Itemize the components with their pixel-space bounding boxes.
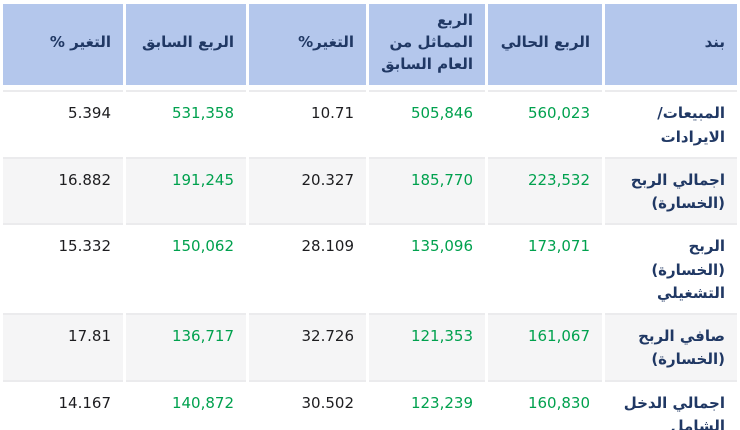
cell-change-yoy: 10.71 — [249, 90, 366, 157]
cell-previous-quarter: 531,358 — [126, 90, 246, 157]
column-header-change-qoq: التغير % — [3, 4, 123, 91]
column-header-previous-quarter: الربع السابق — [126, 4, 246, 91]
column-header-same-quarter-prev-year: الربع المماثل من العام السابق — [369, 4, 485, 91]
cell-previous-quarter: 140,872 — [126, 379, 246, 430]
cell-same-quarter-prev: 505,846 — [369, 90, 485, 157]
column-header-change-yoy: التغير% — [249, 4, 366, 91]
table-row: المبيعات/ الايرادات 560,023 505,846 10.7… — [3, 90, 737, 157]
cell-same-quarter-prev: 185,770 — [369, 156, 485, 224]
cell-same-quarter-prev: 121,353 — [369, 313, 485, 380]
table-row: الربح (الخسارة) التشغيلي 173,071 135,096… — [3, 223, 737, 313]
cell-current-quarter: 173,071 — [488, 223, 602, 313]
cell-item: المبيعات/ الايرادات — [605, 90, 737, 157]
table-row: اجمالي الربح (الخسارة) 223,532 185,770 2… — [3, 156, 737, 224]
table-row: اجمالي الدخل الشامل 160,830 123,239 30.5… — [3, 379, 737, 430]
cell-change-yoy: 20.327 — [249, 156, 366, 224]
cell-previous-quarter: 191,245 — [126, 156, 246, 224]
cell-change-qoq: 15.332 — [3, 223, 123, 313]
cell-same-quarter-prev: 123,239 — [369, 379, 485, 430]
cell-change-qoq: 14.167 — [3, 379, 123, 430]
cell-same-quarter-prev: 135,096 — [369, 223, 485, 313]
quarterly-results-table: بند الربع الحالي الربع المماثل من العام … — [0, 4, 740, 430]
cell-item: اجمالي الدخل الشامل — [605, 379, 737, 430]
cell-change-yoy: 30.502 — [249, 379, 366, 430]
table-header-row: بند الربع الحالي الربع المماثل من العام … — [3, 4, 737, 91]
cell-item: اجمالي الربح (الخسارة) — [605, 156, 737, 224]
cell-item: صافي الربح (الخسارة) — [605, 313, 737, 380]
cell-change-yoy: 32.726 — [249, 313, 366, 380]
cell-previous-quarter: 150,062 — [126, 223, 246, 313]
cell-change-yoy: 28.109 — [249, 223, 366, 313]
cell-change-qoq: 5.394 — [3, 90, 123, 157]
cell-previous-quarter: 136,717 — [126, 313, 246, 380]
column-header-current-quarter: الربع الحالي — [488, 4, 602, 91]
cell-current-quarter: 560,023 — [488, 90, 602, 157]
cell-change-qoq: 17.81 — [3, 313, 123, 380]
cell-current-quarter: 160,830 — [488, 379, 602, 430]
table-row: صافي الربح (الخسارة) 161,067 121,353 32.… — [3, 313, 737, 380]
cell-change-qoq: 16.882 — [3, 156, 123, 224]
column-header-item: بند — [605, 4, 737, 91]
cell-item: الربح (الخسارة) التشغيلي — [605, 223, 737, 313]
cell-current-quarter: 161,067 — [488, 313, 602, 380]
cell-current-quarter: 223,532 — [488, 156, 602, 224]
